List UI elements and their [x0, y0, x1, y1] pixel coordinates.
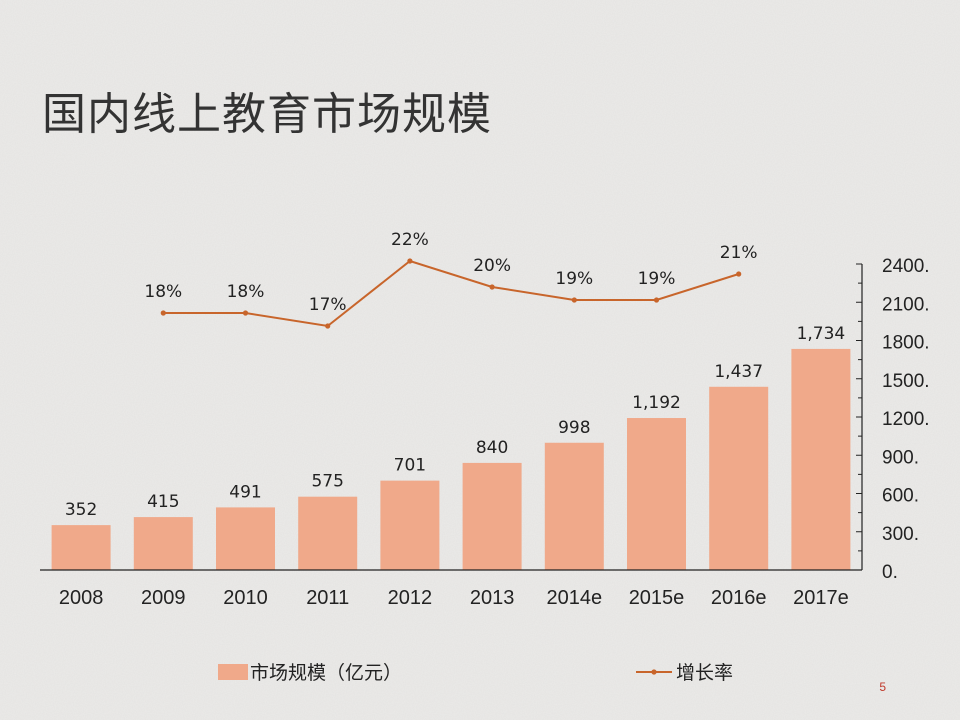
page-number: 5 — [879, 680, 886, 694]
axis-layer: 2008 2009 2010 2011 2012 2013 2014e 2015e 2016e 2… — [40, 256, 930, 609]
bar-value-label: 415 — [147, 492, 179, 512]
x-tick-label: 2009 — [141, 587, 186, 609]
y-tick-label: 1800. — [882, 333, 930, 354]
bar-value-label: 491 — [229, 482, 261, 502]
bar-value-label: 1,192 — [632, 393, 681, 413]
x-tick-label: 2010 — [223, 587, 268, 609]
x-tick-label: 2016e — [711, 587, 767, 609]
bar — [627, 418, 686, 570]
growth-point — [571, 297, 577, 303]
growth-line — [163, 259, 740, 328]
growth-point — [325, 323, 331, 329]
growth-label: 22% — [391, 230, 429, 250]
x-tick-label: 2008 — [59, 587, 104, 609]
bar — [544, 442, 604, 570]
growth-label: 19% — [638, 269, 676, 289]
legend-label-line: 增长率 — [676, 662, 733, 684]
y-tick-label: 300. — [882, 524, 919, 545]
growth-point — [736, 271, 742, 277]
x-tick-label: 2014e — [546, 587, 602, 609]
growth-label: 17% — [309, 295, 347, 315]
bar-value-label: 998 — [558, 418, 590, 438]
bar — [51, 525, 111, 570]
bar-value-label: 352 — [65, 500, 97, 520]
bar — [380, 480, 440, 570]
bar — [298, 496, 358, 570]
growth-label: 18% — [144, 282, 182, 302]
growth-point — [242, 310, 249, 316]
legend-swatch-point — [651, 669, 657, 675]
bars-layer: 352 415 491 575 701 840 998 1,192 1,437 1,734 — [51, 324, 851, 570]
bar-value-label: 575 — [311, 472, 343, 492]
growth-point — [160, 310, 166, 316]
x-tick-label: 2013 — [470, 587, 515, 609]
growth-label: 19% — [555, 269, 593, 289]
growth-point — [407, 258, 413, 264]
bar-value-label: 1,437 — [714, 362, 763, 382]
y-tick-label: 600. — [882, 486, 919, 507]
y-tick-label: 1200. — [882, 409, 930, 430]
growth-point — [489, 284, 495, 290]
bar — [133, 517, 193, 570]
y-tick-label: 1500. — [882, 371, 930, 392]
legend-swatch-bar — [218, 664, 248, 680]
growth-point — [653, 297, 660, 303]
y-tick-label: 900. — [882, 447, 919, 468]
slide-title: 国内线上教育市场规模 — [42, 89, 492, 140]
growth-label: 20% — [473, 256, 511, 276]
x-tick-label: 2017e — [793, 587, 849, 609]
legend-layer: 市场规模（亿元） 增长率 — [218, 662, 733, 684]
x-tick-label: 2012 — [388, 587, 433, 609]
legend-label-bar: 市场规模（亿元） — [250, 662, 402, 684]
y-tick-label: 2100. — [882, 294, 930, 315]
growth-label: 18% — [227, 282, 265, 302]
y-tick-label: 2400. — [882, 256, 930, 277]
bar-value-label: 840 — [476, 438, 508, 458]
x-tick-label: 2011 — [306, 587, 349, 609]
bar — [462, 462, 522, 570]
x-tick-label: 2015e — [629, 587, 685, 609]
y-tick-label: 0. — [882, 562, 898, 583]
growth-label: 21% — [720, 243, 758, 263]
line-layer: 18% 18% 17% 22% 20% 19% 19% 21% — [144, 230, 758, 329]
bar-value-label: 1,734 — [797, 324, 846, 344]
bar-value-label: 701 — [394, 456, 426, 476]
bar — [216, 507, 275, 570]
bar — [791, 348, 851, 570]
bar — [709, 386, 769, 570]
